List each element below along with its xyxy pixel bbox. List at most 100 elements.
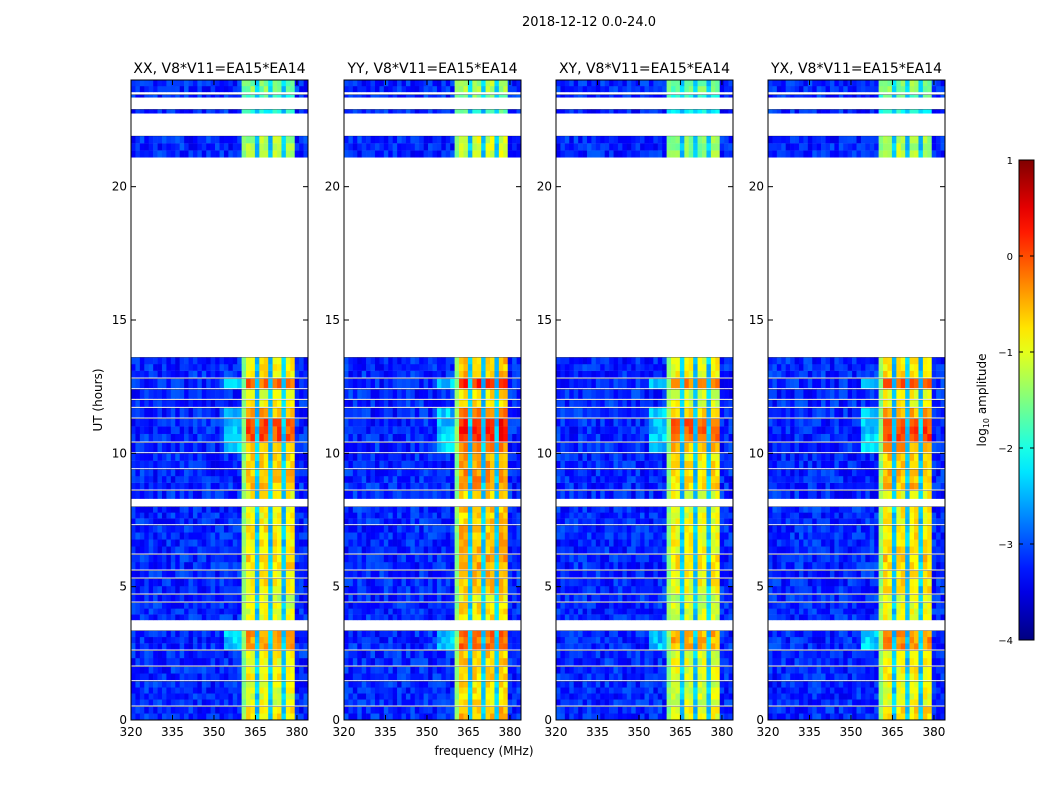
heatmap-cell: [702, 693, 707, 699]
heatmap-cell: [578, 658, 583, 666]
heatmap-cell: [193, 150, 198, 157]
heatmap-cell: [477, 86, 482, 92]
heatmap-cell: [428, 693, 433, 699]
heatmap-cell: [569, 673, 574, 680]
heatmap-cell: [499, 364, 504, 371]
heatmap-cell: [362, 443, 367, 453]
heatmap-cell: [393, 400, 398, 407]
heatmap-cell: [433, 408, 438, 418]
heatmap-cell: [250, 364, 255, 371]
heatmap-cell: [508, 667, 513, 674]
heatmap-cell: [468, 434, 473, 442]
heatmap-cell: [446, 491, 451, 499]
heatmap-cell: [675, 699, 680, 705]
heatmap-cell: [649, 699, 654, 705]
heatmap-cell: [220, 631, 225, 637]
heatmap-cell: [455, 434, 460, 442]
heatmap-cell: [402, 614, 407, 620]
heatmap-cell: [410, 461, 415, 469]
heatmap-cell: [406, 136, 411, 143]
heatmap-cell: [653, 699, 658, 705]
heatmap-cell: [379, 453, 384, 461]
heatmap-cell: [344, 400, 349, 407]
heatmap-cell: [459, 95, 464, 98]
heatmap-cell: [184, 461, 189, 469]
heatmap-cell: [388, 707, 393, 714]
heatmap-cell: [215, 518, 220, 524]
heatmap-cell: [140, 532, 145, 539]
heatmap-cell: [574, 658, 579, 666]
heatmap-cell: [281, 364, 286, 371]
heatmap-cell: [237, 595, 242, 602]
heatmap-cell: [459, 525, 464, 532]
heatmap-cell: [560, 631, 565, 637]
heatmap-cell: [481, 532, 486, 539]
heatmap-cell: [259, 453, 264, 461]
heatmap-cell: [273, 586, 278, 594]
heatmap-cell: [424, 507, 429, 513]
heatmap-cell: [224, 357, 229, 364]
heatmap-cell: [348, 426, 353, 434]
heatmap-cell: [658, 699, 663, 705]
heatmap-cell: [468, 658, 473, 666]
heatmap-cell: [512, 469, 517, 476]
heatmap-cell: [353, 150, 358, 157]
heatmap-cell: [618, 673, 623, 680]
heatmap-cell: [149, 379, 154, 389]
heatmap-cell: [450, 673, 455, 680]
heatmap-cell: [180, 687, 185, 693]
heatmap-cell: [140, 379, 145, 389]
heatmap-cell: [583, 699, 588, 705]
heatmap-cell: [162, 389, 167, 399]
heatmap-cell: [371, 453, 376, 461]
heatmap-cell: [206, 512, 211, 518]
heatmap-cell: [246, 357, 251, 364]
heatmap-cell: [149, 603, 154, 609]
heatmap-cell: [446, 389, 451, 399]
heatmap-cell: [299, 562, 304, 570]
heatmap-cell: [233, 595, 238, 602]
heatmap-cell: [393, 419, 398, 427]
heatmap-cell: [711, 713, 716, 720]
heatmap-cell: [131, 539, 136, 546]
heatmap-cell: [463, 595, 468, 602]
heatmap-cell: [494, 453, 499, 461]
heatmap-cell: [175, 658, 180, 666]
heatmap-cell: [486, 608, 491, 614]
heatmap-cell: [144, 507, 149, 513]
heatmap-cell: [202, 608, 207, 614]
heatmap-cell: [220, 525, 225, 532]
heatmap-cell: [237, 651, 242, 659]
heatmap-cell: [477, 532, 482, 539]
heatmap-cell: [281, 539, 286, 546]
heatmap-cell: [299, 707, 304, 714]
heatmap-cell: [375, 443, 380, 453]
heatmap-cell: [446, 614, 451, 620]
heatmap-cell: [609, 631, 614, 637]
heatmap-cell: [397, 518, 402, 524]
heatmap-cell: [446, 400, 451, 407]
heatmap-cell: [233, 379, 238, 389]
heatmap-cell: [166, 426, 171, 434]
heatmap-cell: [393, 483, 398, 490]
heatmap-cell: [490, 579, 495, 587]
heatmap-cell: [362, 707, 367, 714]
heatmap-cell: [162, 86, 167, 92]
heatmap-cell: [233, 539, 238, 546]
heatmap-cell: [379, 491, 384, 499]
heatmap-cell: [415, 483, 420, 490]
heatmap-cell: [503, 150, 508, 157]
heatmap-cell: [281, 608, 286, 614]
heatmap-cell: [446, 434, 451, 442]
heatmap-cell: [481, 693, 486, 699]
heatmap-cell: [264, 595, 269, 602]
heatmap-cell: [255, 469, 260, 476]
heatmap-cell: [135, 491, 140, 499]
heatmap-cell: [441, 608, 446, 614]
heatmap-cell: [402, 673, 407, 680]
heatmap-cell: [184, 579, 189, 587]
heatmap-cell: [250, 379, 255, 389]
heatmap-cell: [189, 586, 194, 594]
heatmap-cell: [614, 608, 619, 614]
heatmap-cell: [486, 426, 491, 434]
